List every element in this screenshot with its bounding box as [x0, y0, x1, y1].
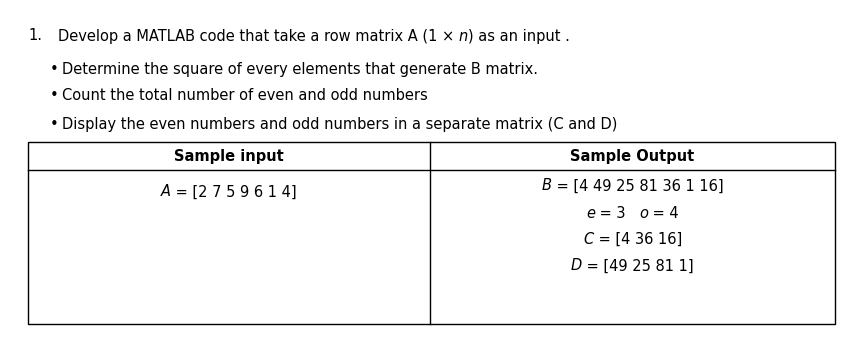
Text: Develop a MATLAB code that take a row matrix A (1 ×: Develop a MATLAB code that take a row ma… — [58, 29, 459, 44]
Text: n: n — [459, 29, 468, 44]
Text: Sample input: Sample input — [174, 148, 284, 164]
Bar — [28, 142, 835, 324]
Text: A: A — [161, 185, 171, 199]
Text: = [4 49 25 81 36 1 16]: = [4 49 25 81 36 1 16] — [552, 178, 723, 193]
Text: e: e — [586, 206, 595, 220]
Text: •: • — [50, 62, 59, 77]
Text: D: D — [571, 259, 582, 273]
Text: Determine the square of every elements that generate B matrix.: Determine the square of every elements t… — [62, 62, 538, 77]
Text: •: • — [50, 117, 59, 132]
Text: = [2 7 5 9 6 1 4]: = [2 7 5 9 6 1 4] — [171, 185, 297, 199]
Text: = 3: = 3 — [595, 206, 640, 220]
Text: •: • — [50, 88, 59, 103]
Text: Sample Output: Sample Output — [570, 148, 695, 164]
Text: 1.: 1. — [28, 28, 42, 43]
Text: C: C — [583, 232, 593, 246]
Text: B: B — [542, 178, 552, 193]
Text: = [4 36 16]: = [4 36 16] — [593, 232, 682, 246]
Text: Display the even numbers and odd numbers in a separate matrix (C and D): Display the even numbers and odd numbers… — [62, 117, 617, 132]
Text: o: o — [640, 206, 648, 220]
Text: ) as an input .: ) as an input . — [468, 29, 570, 44]
Text: Count the total number of even and odd numbers: Count the total number of even and odd n… — [62, 88, 428, 103]
Text: = 4: = 4 — [648, 206, 679, 220]
Text: = [49 25 81 1]: = [49 25 81 1] — [582, 259, 694, 273]
